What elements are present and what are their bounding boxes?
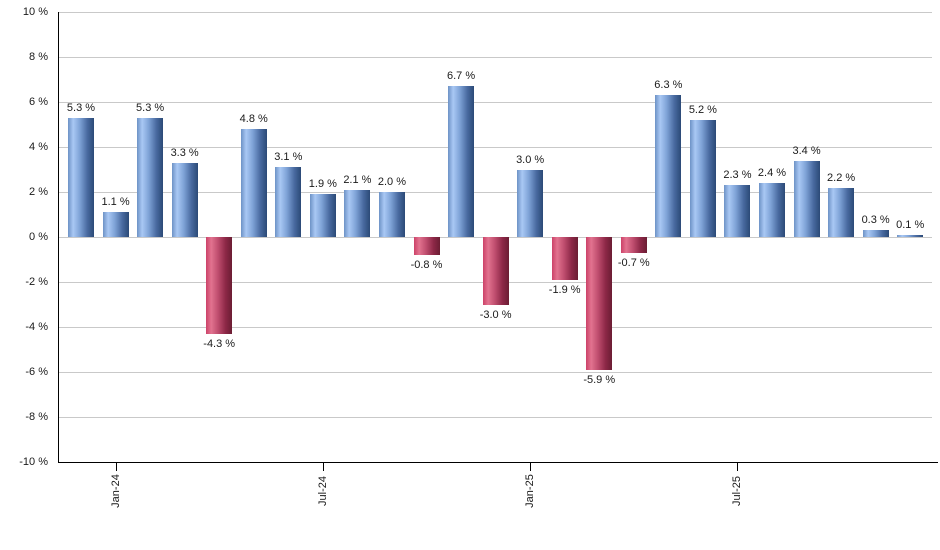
y-axis-tick-label: 10 % bbox=[22, 6, 48, 18]
gridline bbox=[58, 192, 932, 193]
bar-value-label: 5.2 % bbox=[688, 104, 717, 116]
bar-value-label: -5.9 % bbox=[583, 373, 616, 386]
x-axis-tick-mark bbox=[737, 462, 739, 471]
positive-bar bbox=[759, 183, 785, 237]
bar-value-label: -1.9 % bbox=[548, 283, 581, 296]
positive-bar bbox=[862, 230, 889, 237]
negative-bar bbox=[551, 237, 578, 280]
positive-bar bbox=[689, 120, 716, 237]
negative-bar bbox=[482, 237, 509, 305]
gridline bbox=[58, 372, 932, 373]
x-axis-tick-mark bbox=[322, 462, 324, 471]
bar-value-label: 2.4 % bbox=[757, 167, 787, 179]
y-axis-tick-label: -10 % bbox=[19, 456, 48, 468]
y-axis-tick-label: 0 % bbox=[29, 231, 48, 243]
gridline bbox=[58, 417, 932, 418]
bar-value-label: 6.7 % bbox=[446, 70, 476, 83]
positive-bar bbox=[275, 167, 302, 237]
positive-bar bbox=[102, 212, 129, 237]
negative-bar bbox=[413, 237, 440, 255]
bar-value-label: 1.1 % bbox=[101, 196, 130, 209]
positive-bar bbox=[724, 185, 751, 237]
bar-value-label: -0.8 % bbox=[410, 259, 443, 271]
bar-value-label: 2.0 % bbox=[377, 176, 406, 188]
y-axis-tick-label: -4 % bbox=[25, 321, 48, 333]
positive-bar bbox=[517, 169, 544, 237]
bar-value-label: 1.9 % bbox=[308, 178, 337, 191]
bar-value-label: -4.3 % bbox=[203, 337, 236, 350]
y-axis-tick-label: -6 % bbox=[25, 366, 48, 378]
negative-bar bbox=[586, 237, 613, 370]
gridline bbox=[58, 327, 932, 328]
bar-value-label: 3.0 % bbox=[516, 153, 545, 166]
bar-value-label: 5.3 % bbox=[136, 101, 165, 114]
positive-bar bbox=[137, 117, 164, 237]
y-axis-tick-label: -2 % bbox=[25, 276, 48, 288]
x-axis-tick-label: Jan-25 bbox=[524, 474, 537, 508]
bar-value-label: 3.3 % bbox=[170, 146, 199, 159]
bar-value-label: -3.0 % bbox=[479, 308, 512, 321]
y-axis-line bbox=[58, 12, 59, 463]
x-axis-tick-mark bbox=[115, 462, 117, 471]
gridline bbox=[58, 102, 932, 103]
positive-bar bbox=[68, 117, 94, 237]
x-axis-tick-label: Jul-25 bbox=[731, 476, 744, 506]
positive-bar bbox=[897, 234, 924, 237]
x-axis-tick-label: Jul-24 bbox=[316, 476, 329, 506]
bar-value-label: 2.2 % bbox=[827, 171, 856, 184]
positive-bar bbox=[828, 187, 855, 237]
bar-value-label: 2.1 % bbox=[343, 173, 372, 186]
bar-value-label: 2.3 % bbox=[723, 169, 752, 182]
x-axis-line bbox=[58, 462, 938, 463]
y-axis-tick-label: 4 % bbox=[29, 141, 48, 153]
positive-bar bbox=[171, 162, 198, 237]
positive-bar bbox=[344, 189, 371, 237]
x-axis-tick-mark bbox=[530, 462, 532, 471]
negative-bar bbox=[620, 237, 647, 253]
bar-value-label: 3.4 % bbox=[792, 144, 821, 157]
gridline bbox=[58, 147, 932, 148]
y-axis-tick-label: -8 % bbox=[25, 411, 48, 423]
bar-value-label: 5.3 % bbox=[66, 101, 96, 114]
positive-bar bbox=[309, 194, 336, 237]
y-axis-tick-label: 8 % bbox=[29, 51, 48, 63]
positive-bar bbox=[448, 86, 475, 237]
y-axis-tick-label: 2 % bbox=[29, 186, 48, 198]
bar-value-label: 0.3 % bbox=[861, 214, 890, 227]
bar-value-label: -0.7 % bbox=[617, 256, 650, 269]
gridline bbox=[58, 12, 932, 13]
bar-value-label: 3.1 % bbox=[274, 151, 303, 164]
positive-bar bbox=[240, 129, 267, 237]
negative-bar bbox=[206, 237, 233, 334]
positive-bar bbox=[655, 95, 682, 237]
gridline bbox=[58, 57, 932, 58]
bar-value-label: 0.1 % bbox=[896, 218, 925, 231]
x-axis-tick-label: Jan-24 bbox=[109, 474, 122, 508]
positive-bar bbox=[378, 192, 405, 237]
y-axis-tick-label: 6 % bbox=[29, 96, 48, 108]
bar-value-label: 6.3 % bbox=[654, 79, 683, 92]
positive-bar bbox=[793, 160, 820, 237]
bar-value-label: 4.8 % bbox=[239, 113, 268, 125]
